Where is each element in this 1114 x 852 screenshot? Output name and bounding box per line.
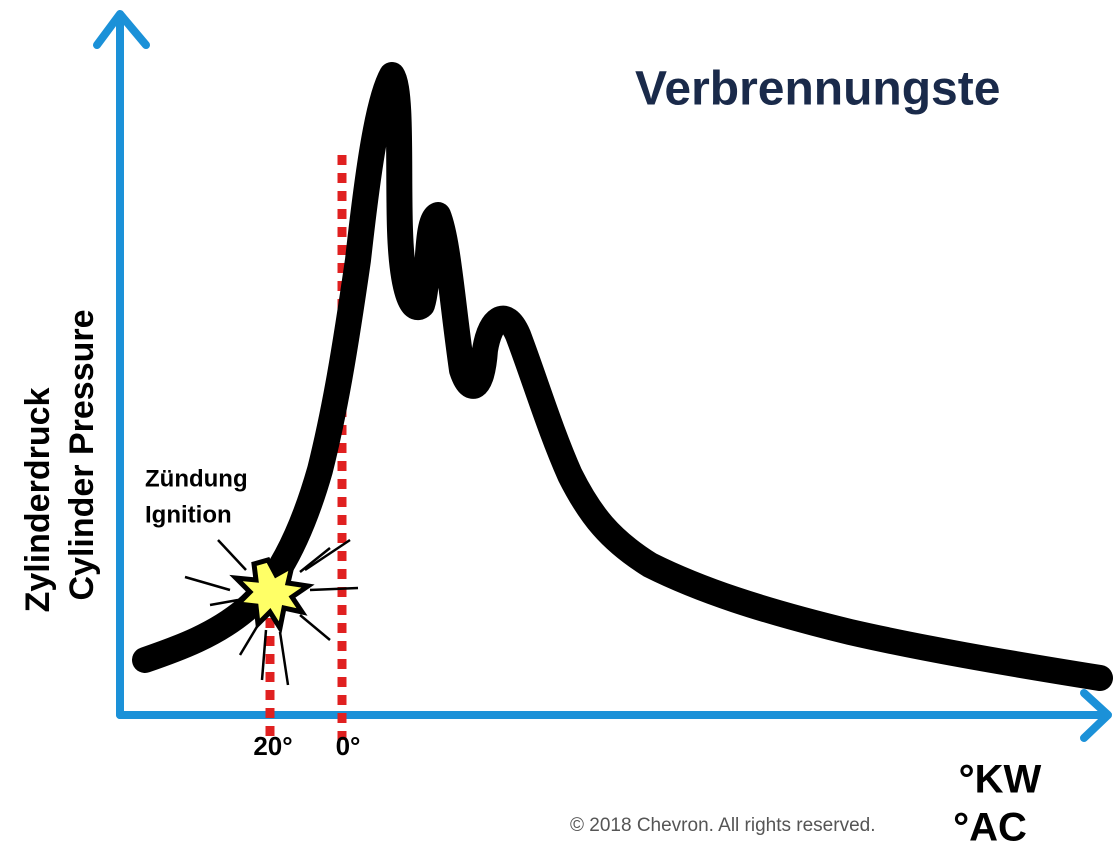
x-label: 20° [253, 731, 292, 761]
spark-ray [184, 575, 231, 592]
x-unit: °AC [953, 806, 1027, 850]
spark-ray [299, 614, 331, 641]
spark-ray [238, 624, 260, 656]
annotation-en: Ignition [145, 501, 232, 528]
x-arrow [1080, 689, 1112, 742]
y-arrow [93, 10, 150, 49]
spark-star [229, 557, 315, 635]
spark-ray [278, 631, 290, 686]
annotation-de: Zündung [145, 465, 248, 492]
pressure-curve [132, 62, 1113, 691]
copyright: © 2018 Chevron. All rights reserved. [570, 815, 875, 836]
y-label-de: Zylinderdruck [19, 387, 57, 612]
y-label-en: Cylinder Pressure [63, 309, 101, 600]
axes [93, 10, 1112, 742]
spark-ray [217, 539, 247, 571]
spark [184, 538, 359, 686]
x-unit: °KW [959, 758, 1042, 802]
spark-ray [260, 629, 268, 681]
spark-ray [309, 586, 359, 592]
spark-ray [304, 538, 351, 572]
title: Verbrennungste [635, 63, 1000, 116]
spark-ray [299, 547, 331, 573]
x-label: 0° [336, 731, 361, 761]
spark-ray [209, 598, 239, 607]
